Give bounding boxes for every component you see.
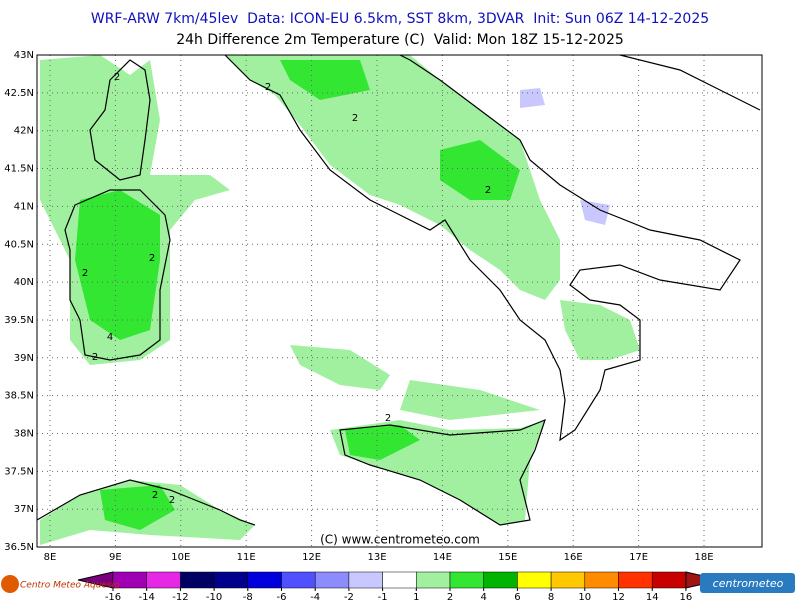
- colorbar-label: -6: [277, 592, 287, 600]
- map-frame: [36, 54, 763, 548]
- colorbar-segment: [483, 571, 518, 589]
- colorbar-segment: [180, 571, 215, 589]
- colorbar-segment: [550, 571, 586, 589]
- lat-label: 41.5N: [4, 164, 34, 175]
- contour-label: 2: [92, 352, 98, 363]
- colorbar-segment: [584, 571, 619, 589]
- lat-label: 37.5N: [4, 466, 34, 477]
- lon-label: 9E: [109, 552, 122, 563]
- colorbar-segment: [449, 571, 484, 589]
- logo-icon: [1, 575, 19, 593]
- lat-label: 41N: [14, 201, 34, 212]
- contour-label: 2: [385, 413, 391, 424]
- colorbar-segment: [618, 571, 653, 589]
- field-area: [225, 55, 560, 300]
- contour-label: 2: [114, 72, 120, 83]
- coastline: [224, 54, 741, 442]
- colorbar-segment: [213, 571, 249, 589]
- colorbar-segment: [281, 571, 316, 589]
- lat-label: 42.5N: [4, 88, 34, 99]
- contour-label: 2: [149, 253, 155, 264]
- field-area: [280, 60, 520, 460]
- contour-label: 2: [265, 82, 271, 93]
- field-area: [560, 300, 640, 360]
- contour-label: 2: [169, 495, 175, 506]
- lon-label: 15E: [498, 552, 517, 563]
- colorbar-segment: [146, 571, 181, 589]
- lat-label: 43N: [14, 50, 34, 61]
- subtitle: 24h Difference 2m Temperature (C) Valid:…: [176, 32, 624, 48]
- lon-label: 16E: [564, 552, 583, 563]
- lat-label: 40N: [14, 277, 34, 288]
- colorbar-label: 2: [447, 592, 453, 600]
- lat-label: 39N: [14, 353, 34, 364]
- title: WRF-ARW 7km/45lev Data: ICON-EU 6.5km, S…: [91, 11, 709, 27]
- logo-box: [700, 573, 795, 593]
- colorbar-segment: [651, 571, 687, 589]
- lat-label: 36.5N: [4, 542, 34, 553]
- colorbar-segment: [348, 571, 383, 589]
- lat-label: 38.5N: [4, 391, 34, 402]
- colorbar-label: -2: [344, 592, 354, 600]
- logo-right: centrometeo: [713, 577, 784, 590]
- colorbar-label: -14: [139, 592, 155, 600]
- colorbar-label: 14: [646, 592, 659, 600]
- lon-label: 11E: [237, 552, 256, 563]
- coastline: [36, 479, 256, 526]
- contour-label: 2: [485, 185, 491, 196]
- lon-label: 13E: [367, 552, 386, 563]
- colorbar-label: 12: [612, 592, 625, 600]
- lon-label: 12E: [302, 552, 321, 563]
- contour-label: 2: [352, 113, 358, 124]
- colorbar-label: 6: [514, 592, 520, 600]
- lon-label: 17E: [629, 552, 648, 563]
- lat-label: 39.5N: [4, 315, 34, 326]
- coastline: [89, 59, 151, 181]
- colorbar-segment: [416, 571, 451, 589]
- colorbar-label: -8: [243, 592, 253, 600]
- colorbar-segment: [314, 571, 350, 589]
- lon-label: 8E: [44, 552, 57, 563]
- colorbar-segment: [517, 571, 552, 589]
- field-area: [520, 88, 610, 225]
- lat-label: 37N: [14, 504, 34, 515]
- colorbar-label: -10: [206, 592, 222, 600]
- lon-label: 10E: [171, 552, 190, 563]
- colorbar-label: -1: [378, 592, 388, 600]
- colorbar-label: -16: [105, 592, 121, 600]
- lon-label: 18E: [694, 552, 713, 563]
- lat-label: 40.5N: [4, 239, 34, 250]
- lat-label: 42N: [14, 126, 34, 137]
- coastline: [339, 418, 546, 526]
- coastline: [64, 189, 171, 361]
- colorbar-label: 10: [578, 592, 591, 600]
- copyright: (C) www.centrometeo.com: [320, 533, 480, 547]
- colorbar-label: -4: [310, 592, 320, 600]
- coastline: [619, 54, 761, 111]
- colorbar-segment: [382, 571, 417, 589]
- contour-label: 2: [82, 268, 88, 279]
- lat-label: 38N: [14, 429, 34, 440]
- colorbar-label: 8: [548, 592, 554, 600]
- lon-label: 14E: [433, 552, 452, 563]
- colorbar-label: 1: [413, 592, 419, 600]
- colorbar-segment: [247, 571, 282, 589]
- colorbar-label: 4: [481, 592, 487, 600]
- field-area: [100, 485, 175, 530]
- contour-label: 2: [152, 490, 158, 501]
- field-area: [290, 345, 540, 420]
- colorbar-label: 16: [680, 592, 693, 600]
- contour-label: 4: [107, 332, 113, 343]
- colorbar-label: -12: [172, 592, 188, 600]
- colorbar: -16 -14 -12 -10 -8 -6 -4 -2 -1 1 2 4 6 8 10 12 14 16: [77, 571, 722, 600]
- logo-left: Centro Meteo Aquesio: [20, 581, 120, 591]
- field-area: [75, 190, 160, 340]
